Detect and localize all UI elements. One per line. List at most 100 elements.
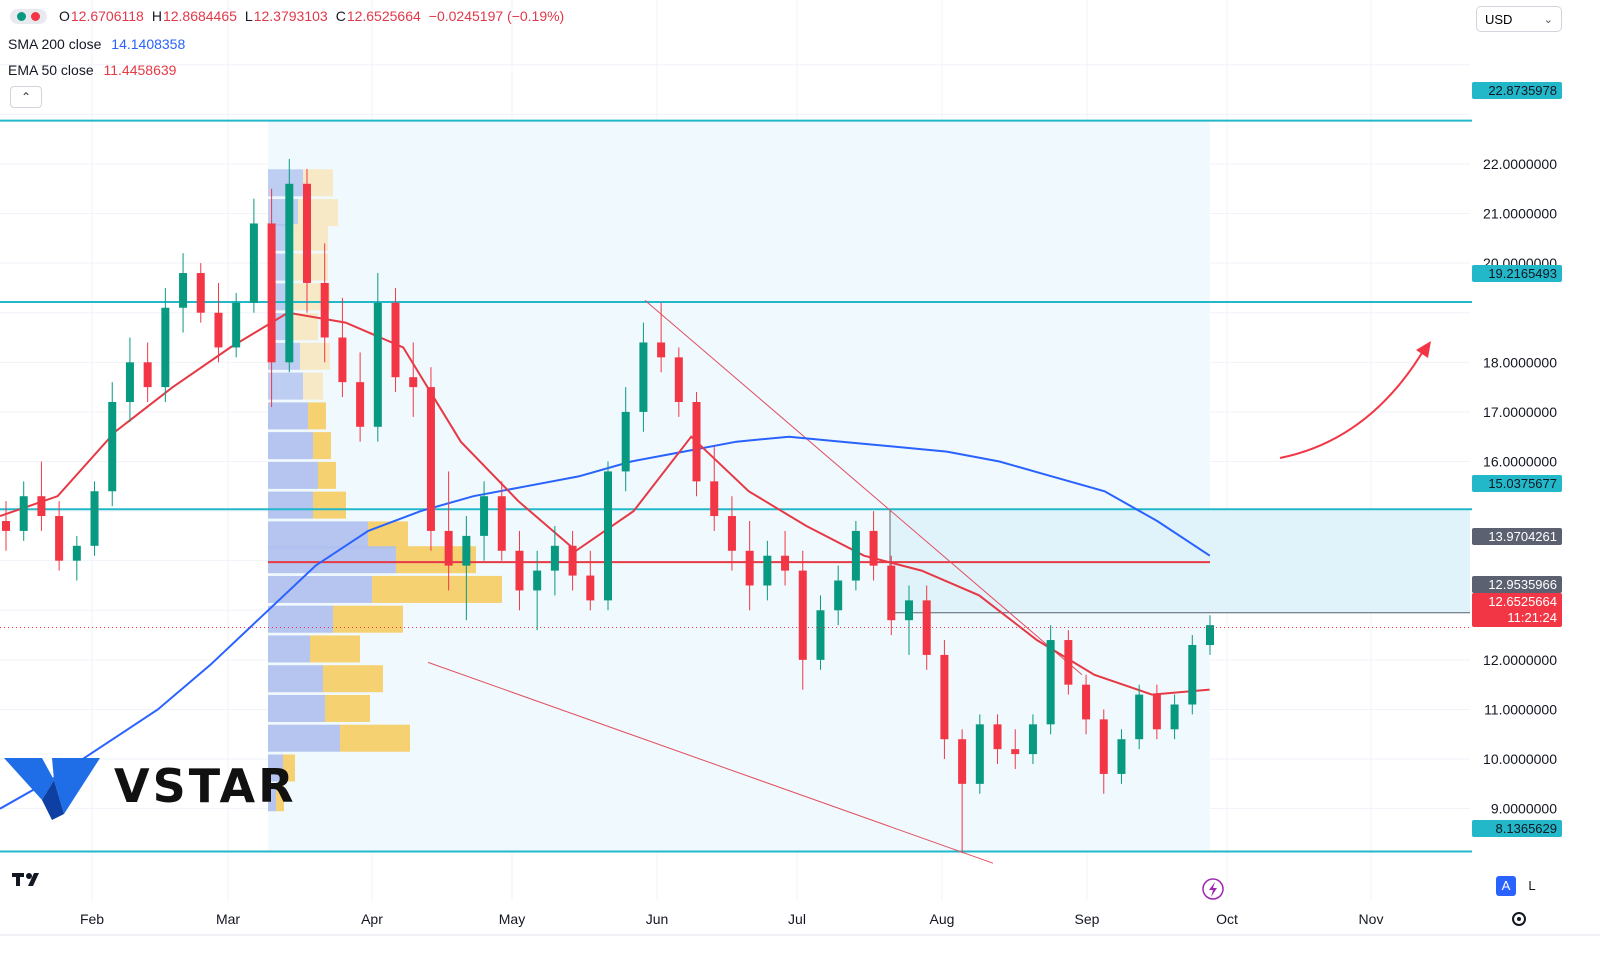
candle-body[interactable] bbox=[338, 337, 347, 383]
candle-body[interactable] bbox=[1135, 694, 1144, 740]
settings-gear-icon[interactable] bbox=[1512, 912, 1526, 926]
volume-profile-up-bar bbox=[268, 432, 313, 460]
candle-body[interactable] bbox=[373, 302, 382, 427]
x-axis-tick-label: May bbox=[499, 911, 525, 927]
candle-body[interactable] bbox=[993, 724, 1002, 750]
candle-body[interactable] bbox=[37, 496, 46, 517]
candle-body[interactable] bbox=[816, 610, 825, 660]
candle-body[interactable] bbox=[869, 530, 878, 566]
candle-body[interactable] bbox=[1117, 739, 1126, 774]
candle-body[interactable] bbox=[834, 580, 843, 611]
candle-body[interactable] bbox=[851, 530, 860, 581]
candle-body[interactable] bbox=[1170, 704, 1179, 730]
candle-body[interactable] bbox=[1064, 640, 1073, 685]
chevron-up-icon: ⌃ bbox=[20, 90, 32, 104]
candle-body[interactable] bbox=[1028, 724, 1037, 755]
tradingview-logo[interactable] bbox=[12, 870, 46, 894]
volume-profile-up-bar bbox=[268, 694, 325, 722]
candle-body[interactable] bbox=[887, 565, 896, 621]
candle-body[interactable] bbox=[267, 223, 276, 363]
sma-legend[interactable]: SMA 200 close 14.1408358 bbox=[8, 36, 185, 52]
candle-body[interactable] bbox=[497, 496, 506, 551]
low-label: L bbox=[244, 8, 253, 24]
candle-body[interactable] bbox=[586, 575, 595, 601]
symbol-status-pill[interactable] bbox=[10, 8, 47, 24]
volume-profile-up-bar bbox=[268, 754, 283, 782]
candle-body[interactable] bbox=[550, 545, 559, 571]
candle-body[interactable] bbox=[249, 223, 258, 303]
candle-body[interactable] bbox=[568, 545, 577, 576]
upper-trendline[interactable] bbox=[644, 299, 1083, 676]
candle-body[interactable] bbox=[409, 377, 418, 388]
candle-body[interactable] bbox=[1082, 684, 1091, 720]
currency-select[interactable]: USD ⌄ bbox=[1476, 6, 1562, 32]
candle-body[interactable] bbox=[90, 491, 99, 546]
volume-profile-down-bar bbox=[300, 342, 330, 370]
candle-body[interactable] bbox=[710, 481, 719, 517]
candle-body[interactable] bbox=[905, 600, 913, 621]
sma200-line[interactable] bbox=[0, 435, 1211, 810]
currency-label: USD bbox=[1485, 12, 1513, 27]
candle-body[interactable] bbox=[72, 545, 81, 561]
candle-body[interactable] bbox=[515, 550, 524, 591]
candle-body[interactable] bbox=[1011, 749, 1020, 755]
candle-body[interactable] bbox=[621, 411, 630, 472]
candle-body[interactable] bbox=[1152, 694, 1161, 730]
log-scale-button[interactable]: L bbox=[1528, 878, 1536, 893]
candle-body[interactable] bbox=[19, 496, 28, 531]
candle-body[interactable] bbox=[125, 362, 134, 402]
candle-body[interactable] bbox=[958, 739, 967, 784]
auto-scale-button[interactable]: A bbox=[1496, 876, 1516, 896]
candle-body[interactable] bbox=[639, 342, 648, 412]
candle-body[interactable] bbox=[480, 496, 489, 536]
candle-body[interactable] bbox=[533, 570, 542, 591]
candle-body[interactable] bbox=[1206, 625, 1214, 645]
candle-body[interactable] bbox=[356, 382, 365, 427]
forecast-arrow[interactable] bbox=[1279, 347, 1426, 459]
target-zone bbox=[890, 509, 1470, 613]
candle-body[interactable] bbox=[798, 570, 807, 660]
volume-profile-down-bar bbox=[325, 694, 370, 722]
candle-body[interactable] bbox=[444, 530, 453, 566]
y-axis-tick-label: 10.0000000 bbox=[1483, 751, 1557, 767]
price-tag-line-2: 19.2165493 bbox=[1472, 265, 1562, 282]
y-axis-tick-label: 21.0000000 bbox=[1483, 206, 1557, 222]
candle-body[interactable] bbox=[922, 600, 931, 655]
volume-profile-down-bar bbox=[276, 784, 284, 812]
candle-body[interactable] bbox=[763, 555, 772, 586]
x-axis-tick-label: Feb bbox=[80, 911, 104, 927]
ema-legend[interactable]: EMA 50 close 11.4458639 bbox=[8, 62, 176, 78]
candle-body[interactable] bbox=[975, 724, 984, 784]
candle-body[interactable] bbox=[745, 550, 754, 586]
candle-body[interactable] bbox=[320, 282, 329, 338]
candle-body[interactable] bbox=[196, 273, 205, 313]
candle-body[interactable] bbox=[604, 471, 612, 601]
candle-body[interactable] bbox=[232, 302, 241, 348]
candle-body[interactable] bbox=[1099, 719, 1108, 774]
candle-body[interactable] bbox=[303, 183, 311, 283]
candle-body[interactable] bbox=[1046, 640, 1055, 725]
candle-body[interactable] bbox=[214, 312, 223, 348]
candle-body[interactable] bbox=[2, 521, 10, 531]
candle-body[interactable] bbox=[781, 555, 790, 571]
candle-body[interactable] bbox=[727, 516, 736, 551]
volume-profile-up-bar bbox=[268, 521, 368, 549]
candle-body[interactable] bbox=[391, 302, 400, 378]
candle-body[interactable] bbox=[55, 516, 64, 561]
candle-body[interactable] bbox=[657, 342, 666, 358]
candle-body[interactable] bbox=[285, 183, 294, 363]
legend-collapse-button[interactable]: ⌃ bbox=[10, 86, 42, 108]
candle-body[interactable] bbox=[1188, 644, 1197, 705]
candle-body[interactable] bbox=[108, 401, 117, 492]
candle-body[interactable] bbox=[692, 401, 701, 482]
candle-body[interactable] bbox=[179, 273, 188, 308]
candle-body[interactable] bbox=[940, 654, 949, 740]
candle-body[interactable] bbox=[426, 387, 435, 531]
candle-body[interactable] bbox=[462, 535, 471, 566]
lower-trendline[interactable] bbox=[427, 661, 994, 864]
candle-body[interactable] bbox=[161, 307, 170, 388]
candle-body[interactable] bbox=[143, 362, 152, 388]
volume-profile-up-bar bbox=[268, 665, 323, 693]
candle-body[interactable] bbox=[674, 357, 683, 402]
